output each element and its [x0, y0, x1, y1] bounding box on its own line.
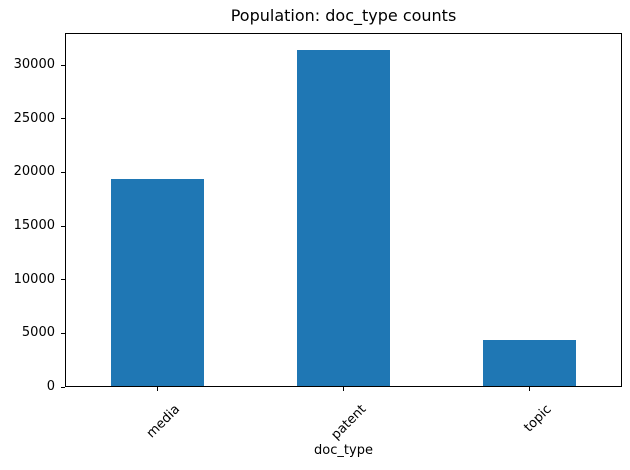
bar-topic	[482, 339, 576, 386]
y-tick-mark	[61, 279, 65, 281]
x-tick-mark	[343, 387, 344, 391]
y-tick-label: 20000	[13, 164, 55, 180]
plot-area	[65, 33, 622, 387]
y-tick-label: 10000	[13, 271, 55, 287]
y-tick-mark	[61, 171, 65, 173]
y-tick-label: 25000	[13, 110, 55, 126]
y-tick-mark	[61, 118, 65, 120]
x-tick-mark	[528, 387, 530, 391]
x-tick-label-topic: topic	[521, 402, 555, 436]
y-tick-mark	[61, 64, 65, 66]
x-tick-label-media: media	[144, 402, 184, 442]
y-tick-mark	[61, 386, 65, 388]
y-tick-label: 15000	[13, 218, 55, 234]
y-tick-mark	[61, 225, 65, 227]
x-tick-mark	[157, 387, 159, 391]
y-tick-label: 5000	[21, 325, 55, 341]
y-tick-mark	[61, 332, 65, 334]
x-axis-label: doc_type	[314, 443, 373, 458]
chart-title: Population: doc_type counts	[230, 6, 457, 25]
bar-patent	[297, 50, 390, 386]
x-tick-label-patent: patent	[328, 402, 370, 443]
y-tick-label: 0	[46, 379, 55, 394]
bar-media	[111, 178, 205, 386]
y-tick-label: 30000	[13, 57, 55, 73]
